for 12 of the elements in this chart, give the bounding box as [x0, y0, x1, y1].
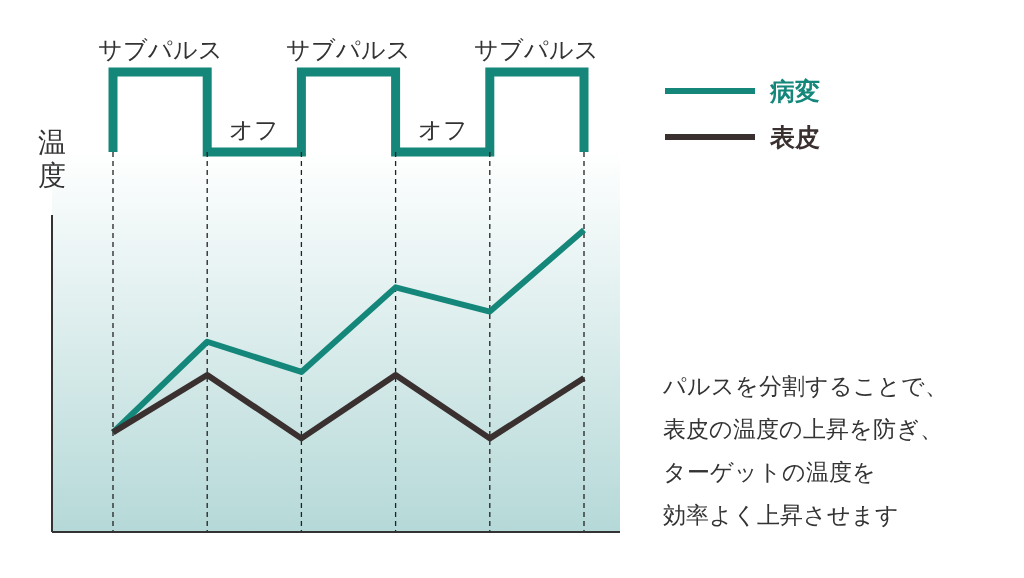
- y-axis-title: 温度: [38, 126, 66, 192]
- text: パルスを分割することで、: [662, 373, 948, 399]
- text: 表皮の温度の上昇を防ぎ、: [663, 416, 943, 442]
- text: オフ: [417, 116, 468, 144]
- text: サブパルス: [286, 36, 411, 64]
- text: ターゲットの温度を: [663, 459, 876, 485]
- text: サブパルス: [97, 36, 223, 64]
- text: サブパルス: [474, 36, 600, 64]
- text: 効率よく上昇させます: [663, 502, 899, 528]
- legend-label: 表皮: [769, 123, 820, 152]
- legend-label: 病変: [769, 77, 820, 106]
- text: オフ: [229, 116, 280, 144]
